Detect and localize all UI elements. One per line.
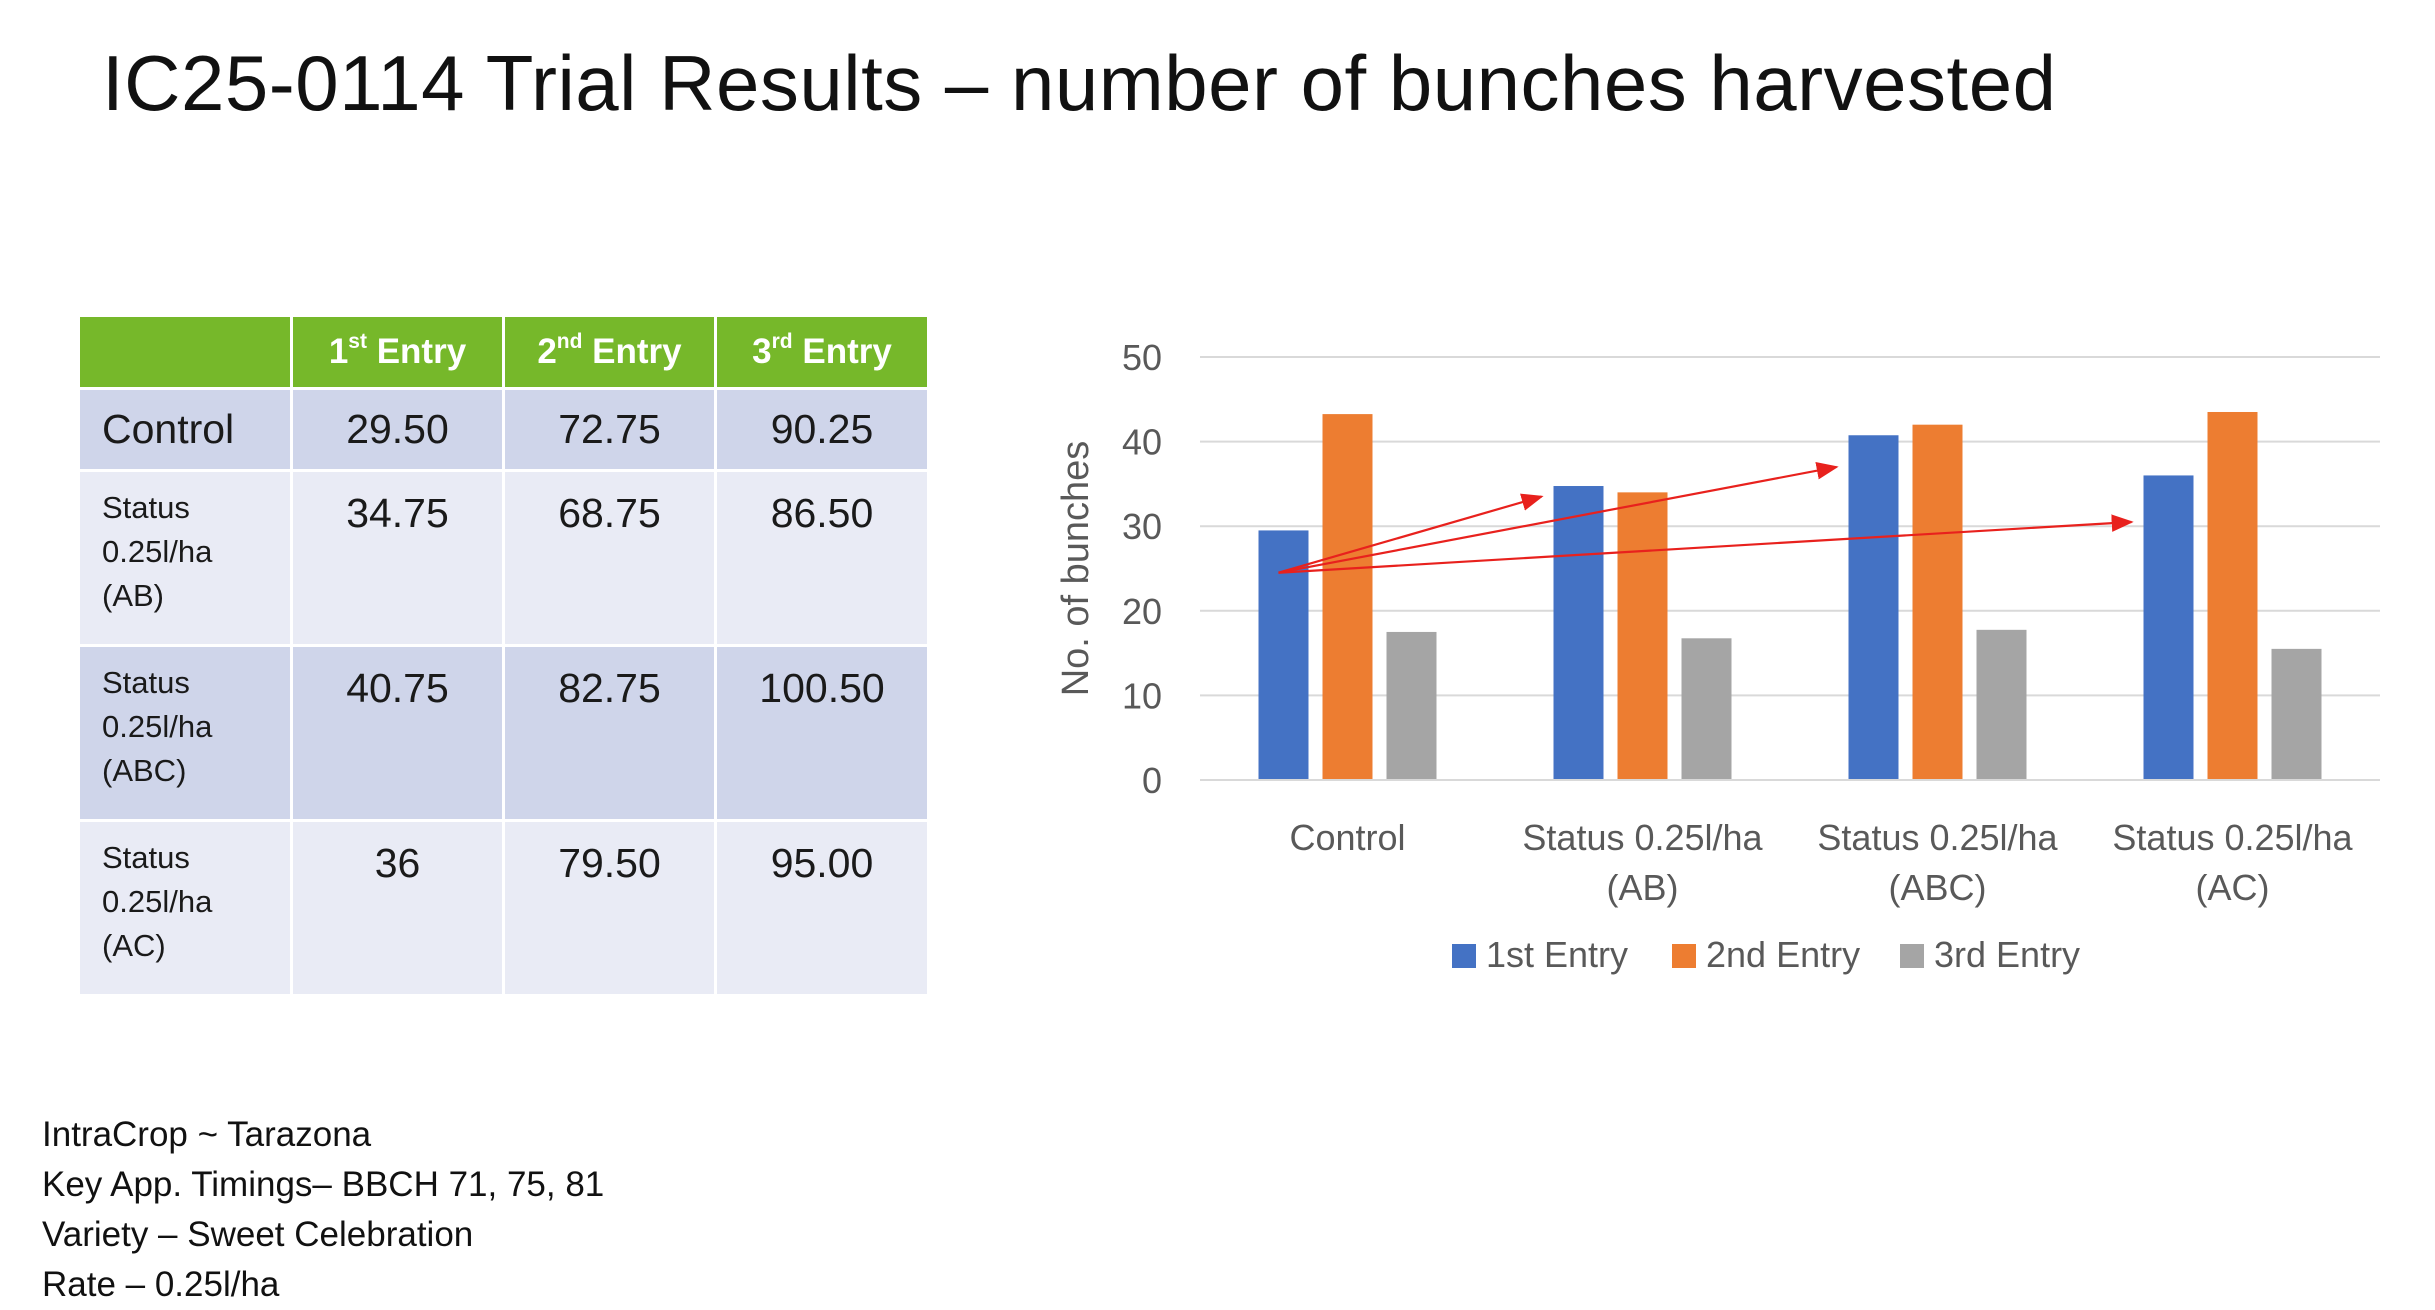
row-label: Status 0.25l/ha (AB)	[77, 469, 293, 647]
table-cell: 86.50	[714, 469, 930, 647]
table-cell: 68.75	[502, 469, 717, 647]
bar-3	[1976, 629, 2027, 780]
annotation-arrow	[1278, 493, 1544, 574]
table-cell: 82.75	[502, 644, 717, 822]
bar-1	[2143, 475, 2194, 780]
results-table: 1st Entry 2nd Entry 3rd Entry Control 29…	[77, 314, 930, 997]
table-cell: 100.50	[714, 644, 930, 822]
table-cell: 72.75	[502, 387, 717, 472]
note-line: Key App. Timings– BBCH 71, 75, 81	[42, 1165, 605, 1204]
table-cell: 90.25	[714, 387, 930, 472]
row-label: Status 0.25l/ha (ABC)	[77, 644, 293, 822]
table-header-corner	[77, 314, 293, 390]
legend-swatch	[1452, 944, 1476, 968]
y-axis-label: No. of bunches	[1055, 441, 1097, 697]
legend-swatch	[1900, 944, 1924, 968]
table-row: Status 0.25l/ha (AC) 36 79.50 95.00	[77, 819, 930, 997]
slide-title: IC25-0114 Trial Results – number of bunc…	[102, 39, 2057, 127]
annotation-arrow	[1278, 514, 2134, 574]
bar-chart: 0 10 20 30 40 50 No. of bunches Control Status 0…	[1055, 337, 2380, 975]
bar-1	[1848, 435, 1899, 780]
table-cell: 95.00	[714, 819, 930, 997]
table-row: Status 0.25l/ha (ABC) 40.75 82.75 100.50	[77, 644, 930, 822]
table-row: Control 29.50 72.75 90.25	[77, 387, 930, 472]
legend-label: 1st Entry	[1486, 934, 1628, 975]
bar-2	[1617, 492, 1668, 780]
y-tick-label: 50	[1122, 337, 1162, 378]
legend-label: 2nd Entry	[1706, 934, 1860, 975]
x-tick-label: Status 0.25l/ha	[1817, 817, 2058, 858]
bar-3	[2271, 648, 2322, 780]
x-tick-label: Status 0.25l/ha	[2112, 817, 2353, 858]
bar-2	[2207, 411, 2258, 780]
x-tick-label: Status 0.25l/ha	[1522, 817, 1763, 858]
x-tick-label: (ABC)	[1889, 867, 1987, 908]
annotation-arrow	[1278, 462, 1839, 574]
legend-swatch	[1672, 944, 1696, 968]
table-row: Status 0.25l/ha (AB) 34.75 68.75 86.50	[77, 469, 930, 647]
table-header-cell: 3rd Entry	[714, 314, 930, 390]
x-tick-label: (AB)	[1607, 867, 1679, 908]
bar-3	[1681, 638, 1732, 780]
bar-1	[1553, 486, 1604, 780]
table-cell: 36	[290, 819, 505, 997]
y-tick-label: 30	[1122, 506, 1162, 547]
note-line: Variety – Sweet Celebration	[42, 1215, 474, 1254]
table-cell: 34.75	[290, 469, 505, 647]
table-cell: 29.50	[290, 387, 505, 472]
bar-2	[1322, 414, 1373, 780]
legend-label: 3rd Entry	[1934, 934, 2080, 975]
table-header-cell: 2nd Entry	[502, 314, 717, 390]
y-tick-label: 40	[1122, 422, 1162, 463]
bar-3	[1386, 631, 1437, 780]
note-line: IntraCrop ~ Tarazona	[42, 1115, 372, 1154]
x-tick-label: Control	[1289, 817, 1405, 858]
y-tick-label: 10	[1122, 675, 1162, 716]
table-cell: 79.50	[502, 819, 717, 997]
y-tick-label: 0	[1142, 760, 1162, 801]
row-label: Control	[77, 387, 293, 472]
trial-notes: IntraCrop ~ Tarazona Key App. Timings– B…	[42, 1110, 604, 1310]
bar-2	[1912, 424, 1963, 780]
table-cell: 40.75	[290, 644, 505, 822]
y-tick-label: 20	[1122, 591, 1162, 632]
table-header-cell: 1st Entry	[290, 314, 505, 390]
table-header-row: 1st Entry 2nd Entry 3rd Entry	[77, 314, 930, 390]
x-tick-label: (AC)	[2196, 867, 2270, 908]
note-line: Rate – 0.25l/ha	[42, 1265, 280, 1304]
row-label: Status 0.25l/ha (AC)	[77, 819, 293, 997]
